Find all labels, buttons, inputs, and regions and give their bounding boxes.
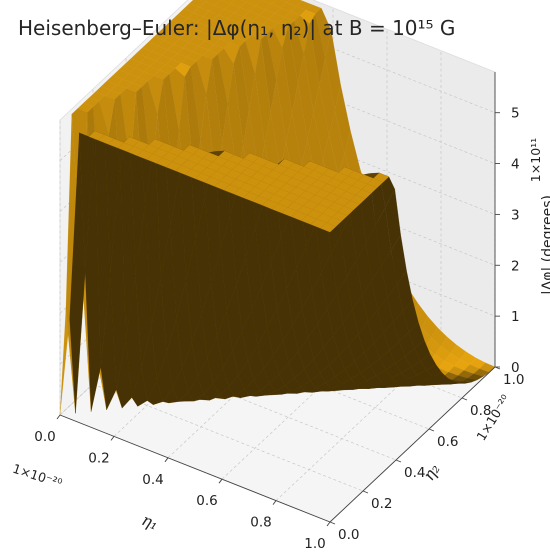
z-tick-label: 1	[511, 309, 520, 325]
z-tick-label: 4	[511, 157, 520, 173]
y-tick-label: 0.4	[404, 465, 425, 481]
z-tick-label: 5	[511, 106, 520, 122]
z-tick-label: 0	[511, 360, 520, 376]
surface-cell	[320, 222, 337, 233]
x-tick-mark	[164, 457, 169, 463]
x-offset-text: 1×10⁻²⁰	[11, 461, 64, 491]
x-tick-mark	[56, 414, 61, 420]
y-tick-mark	[428, 428, 435, 432]
x-tick-label: 0.2	[88, 450, 109, 466]
x-tick-label: 0.0	[34, 429, 55, 445]
y-axis-line	[329, 366, 496, 523]
surface-plot	[59, 0, 496, 416]
tick-labels: 0.00.20.40.60.81.00.00.20.40.60.81.00123…	[34, 106, 524, 552]
x-tick-mark	[272, 500, 277, 505]
chart-title: Heisenberg–Euler: |Δφ(η₁, η₂)| at B = 10…	[18, 16, 455, 40]
z-axis-label: |Δφ| (degrees)	[540, 195, 550, 295]
y-tick-label: 0.2	[371, 496, 392, 512]
y-tick-label: 0.6	[437, 434, 458, 450]
x-axis-label: η₁	[139, 510, 161, 534]
y-grid-floor-line	[92, 383, 364, 492]
x-tick-mark	[218, 478, 223, 484]
x-tick-label: 0.4	[142, 472, 163, 488]
x-tick-label: 0.8	[250, 515, 271, 531]
z-offset-text: 1×10¹¹	[528, 138, 543, 182]
x-tick-label: 1.0	[304, 536, 325, 552]
z-tick-label: 3	[511, 207, 520, 223]
axis-lines	[59, 72, 496, 523]
x-tick-mark	[110, 436, 115, 441]
y-tick-mark	[362, 490, 369, 494]
z-tick-label: 2	[511, 258, 520, 274]
x-tick-mark	[326, 521, 331, 527]
y-tick-mark	[329, 521, 336, 525]
y-tick-mark	[461, 397, 468, 401]
y-tick-label: 0.8	[470, 403, 491, 419]
x-axis-line	[59, 414, 331, 523]
y-tick-label: 1.0	[503, 372, 524, 388]
y-grid-floor-line	[125, 352, 397, 461]
x-tick-label: 0.6	[196, 493, 217, 509]
y-tick-label: 0.0	[338, 527, 359, 543]
y-tick-mark	[395, 459, 402, 463]
